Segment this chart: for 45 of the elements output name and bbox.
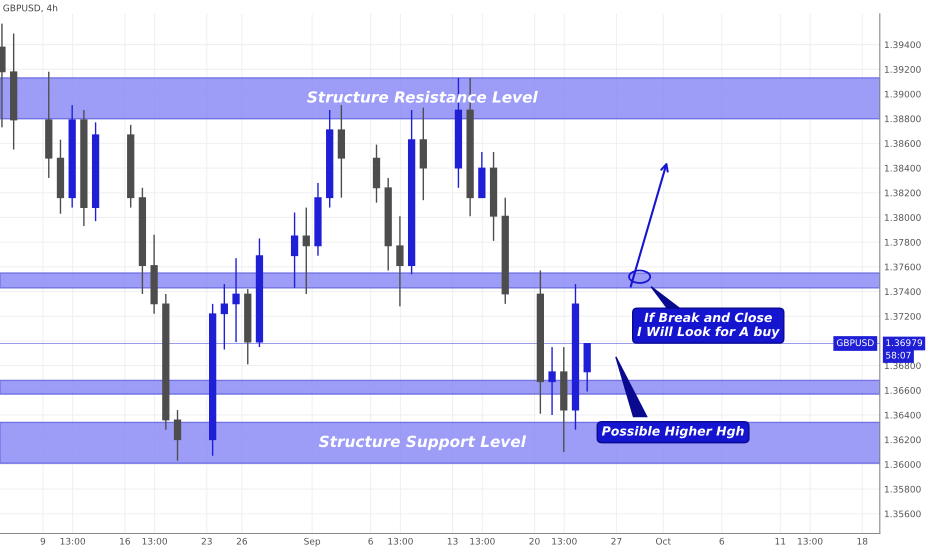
x-tick-label: 27	[611, 538, 622, 545]
y-tick-label: 1.36200	[884, 436, 921, 444]
x-tick-label: 13:00	[60, 538, 86, 545]
x-tick-label: 16	[120, 538, 130, 545]
x-tick-label: 20	[529, 538, 540, 545]
y-tick-label: 1.39400	[884, 41, 921, 48]
y-tick-label: 1.36600	[884, 387, 921, 394]
y-tick-label: 1.38200	[884, 189, 921, 196]
x-tick-label: 13:00	[142, 538, 168, 545]
y-tick-label: 1.37600	[884, 264, 921, 270]
y-tick-label: 1.37200	[884, 312, 921, 320]
ref-line-label: GBPUSD	[836, 339, 874, 346]
band-label: Structure Support Level	[318, 435, 526, 450]
x-tick-label: 13:00	[552, 538, 577, 545]
x-tick-label: 13:00	[388, 538, 413, 545]
annotation: If Break and Close I Will Look for A buy	[637, 312, 780, 339]
text: 58:07	[886, 352, 911, 359]
x-tick-label: Oct	[656, 538, 671, 545]
x-tick-label: 6	[368, 538, 373, 545]
x-tick-label: 13	[448, 538, 458, 545]
y-tick-label: 1.39000	[884, 90, 921, 98]
y-tick-label: 1.37800	[884, 238, 921, 246]
y-tick-label: 1.36400	[884, 412, 921, 419]
y-tick-label: 1.37400	[884, 288, 921, 296]
x-tick-label: 23	[202, 538, 212, 545]
chart-title: GBPUSD, 4h	[3, 4, 58, 12]
y-tick-label: 1.36000	[884, 461, 921, 468]
y-tick-label: 1.36800	[884, 362, 921, 370]
text: 1.36979	[886, 339, 922, 346]
x-tick-label: 11	[776, 538, 786, 545]
x-tick-label: Sep	[304, 538, 320, 546]
y-tick-label: 1.38600	[884, 140, 921, 147]
x-tick-label: 9	[40, 538, 46, 545]
y-tick-label: 1.38800	[884, 115, 921, 122]
x-tick-label: 18	[858, 538, 868, 545]
annotation: Possible Higher Hgh	[602, 426, 744, 438]
y-tick-label: 1.35800	[884, 486, 921, 493]
y-tick-label: 1.35600	[884, 510, 921, 518]
y-tick-label: 1.38000	[884, 214, 921, 222]
x-tick-label: 13:00	[470, 538, 495, 545]
y-tick-label: 1.39200	[884, 66, 921, 73]
y-tick-label: 1.38400	[884, 164, 921, 172]
x-tick-label: 13:00	[798, 538, 822, 545]
x-tick-label: 26	[236, 538, 248, 545]
x-tick-label: 6	[720, 538, 724, 545]
